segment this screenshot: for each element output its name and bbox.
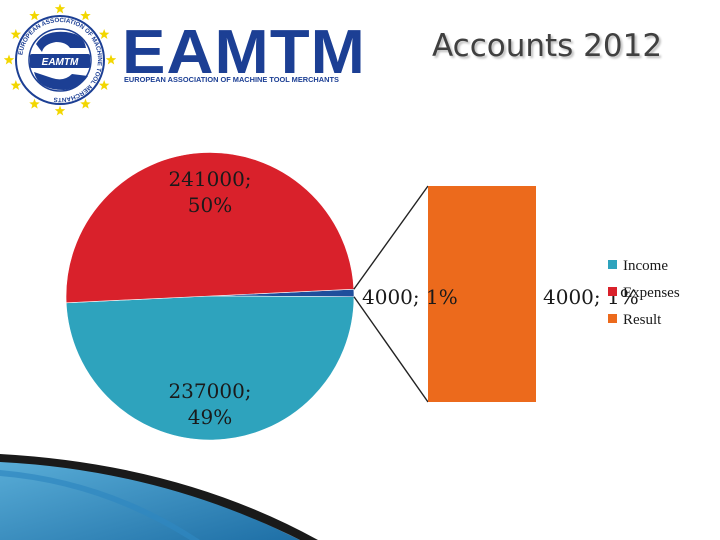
slide-title: Accounts 2012 [432, 28, 663, 64]
secondary-bar-result [428, 186, 536, 402]
seal-star-icon [80, 98, 91, 109]
pie-slice-expenses [65, 152, 355, 304]
seal-star-icon [10, 80, 22, 90]
legend-label-expenses: Expenses [623, 285, 680, 301]
seal-star-icon [54, 4, 66, 14]
seal-star-icon [98, 80, 110, 90]
seal-star-icon [98, 29, 110, 39]
seal-star-icon [29, 98, 40, 109]
data-label-secondary-result: 4000; 1% [543, 285, 639, 309]
legend-swatch-result [608, 314, 617, 323]
legend-swatch-expenses [608, 287, 617, 296]
logo-subtitle: EUROPEAN ASSOCIATION OF MACHINE TOOL MER… [124, 75, 339, 84]
legend-label-income: Income [623, 258, 668, 274]
seal-stars [4, 4, 116, 116]
legend-swatch-income [608, 260, 617, 269]
logo-seal: EUROPEAN ASSOCIATION OF MACHINE TOOL MER… [4, 4, 116, 116]
data-label-result: 4000; 1% [362, 285, 458, 309]
data-label-income: 237000; 49% [168, 379, 251, 429]
seal-star-icon [4, 54, 15, 65]
seal-badge: EAMTM [42, 57, 79, 68]
seal-star-icon [105, 54, 116, 65]
seal-star-icon [10, 29, 22, 39]
seal-star-icon [54, 105, 66, 116]
seal-star-icon [29, 10, 40, 21]
logo-wordmark: EAMTM EUROPEAN ASSOCIATION OF MACHINE TO… [122, 22, 368, 92]
logo-name: EAMTM [122, 18, 366, 87]
connector-line-bottom [353, 296, 429, 403]
pie-slice-income [65, 295, 355, 441]
legend-label-result: Result [623, 312, 662, 328]
connector-line-top [353, 185, 429, 290]
data-label-expenses: 241000; 50% [168, 167, 251, 217]
seal-star-icon [80, 10, 91, 21]
